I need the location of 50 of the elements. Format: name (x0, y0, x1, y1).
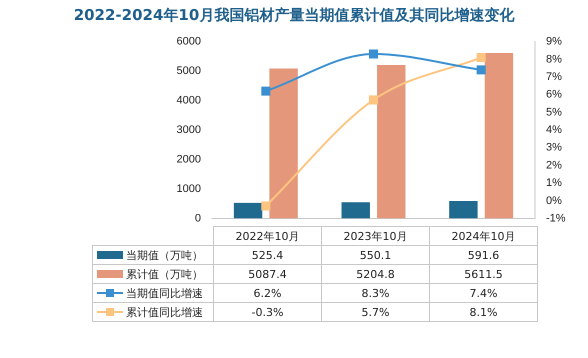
y2-tick-label: 3% (546, 142, 562, 154)
chart-title: 2022-2024年10月我国铝材产量当期值累计值及其同比增速变化 (72, 6, 516, 25)
legend-label: 当期值同比增速 (92, 284, 214, 302)
bar (234, 202, 262, 218)
bar (377, 65, 406, 218)
y-tick-label: 0 (194, 212, 201, 224)
y2-tick-label: 4% (546, 124, 562, 136)
x-tick-label: 2024年10月 (430, 226, 538, 246)
point (476, 52, 486, 62)
data-label: 8.3% (322, 284, 430, 302)
data-label: 591.6 (430, 246, 538, 264)
bar (449, 200, 478, 218)
data-label: 525.4 (214, 246, 322, 264)
y-tick-label: 6000 (176, 36, 201, 48)
legend-label: 累计值同比增速 (92, 302, 214, 322)
x-tick-label: 2023年10月 (322, 226, 430, 246)
data-label: 5087.4 (214, 264, 322, 284)
data-label: -0.3% (214, 302, 322, 322)
y-tick-label: 1000 (176, 182, 201, 195)
y-tick-label: 4000 (176, 94, 201, 107)
legend-label: 累计值（万吨） (92, 264, 214, 284)
y2-tick-label: 5% (546, 106, 562, 118)
y2-tick-label: 9% (546, 36, 562, 48)
data-label: 8.1% (430, 302, 538, 322)
legend-label: 当期值（万吨） (92, 246, 214, 264)
data-label: 5204.8 (322, 264, 430, 284)
y2-tick-label: 7% (546, 70, 562, 83)
y2-tick-label: 1% (546, 177, 562, 190)
data-label: 5.7% (322, 302, 430, 322)
data-label: 7.4% (430, 284, 538, 302)
y-tick-label: 5000 (176, 65, 201, 78)
y2-tick-label: 0% (546, 194, 562, 207)
bar (269, 68, 298, 218)
point (261, 201, 270, 211)
y2-tick-label: 2% (546, 159, 562, 172)
y2-tick-label: 8% (546, 53, 562, 66)
y-tick-label: 2000 (176, 154, 201, 166)
point (368, 95, 378, 104)
point (476, 65, 486, 74)
point (261, 86, 270, 96)
data-label: 6.2% (214, 284, 322, 302)
y2-tick-label: -1% (546, 212, 566, 224)
bar (484, 53, 514, 218)
point (368, 49, 378, 59)
y-tick-label: 3000 (176, 124, 201, 136)
bar (342, 202, 370, 218)
y2-tick-label: 6% (546, 88, 562, 101)
data-label: 550.1 (322, 246, 430, 264)
data-label: 5611.5 (430, 264, 538, 284)
x-tick-label: 2022年10月 (214, 226, 322, 246)
